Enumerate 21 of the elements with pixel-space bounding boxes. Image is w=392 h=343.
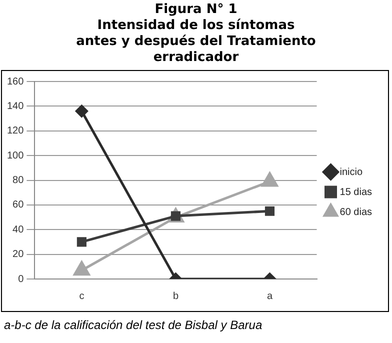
- y-tick-label: 20: [12, 249, 24, 260]
- y-tick-label: 100: [6, 150, 24, 162]
- y-tick-label: 160: [6, 76, 24, 88]
- y-tick-label: 80: [12, 175, 24, 186]
- x-tick-label: a: [266, 290, 273, 302]
- y-tick-label: 0: [18, 274, 24, 285]
- chart-title: Figura N° 1 Intensidad de los síntomas antes y después del Tratamiento erradicador: [75, 2, 317, 66]
- point: [75, 104, 88, 118]
- point: [262, 172, 278, 187]
- text: a-b-c de la calificación del test de Bisbal y Barua: [4, 318, 262, 332]
- point: [74, 261, 90, 276]
- legend-label: 15 dias: [340, 186, 372, 198]
- y-tick-label: 60: [12, 200, 24, 211]
- y-tick-label: 40: [12, 224, 24, 236]
- legend-label: inicio: [340, 166, 363, 178]
- x-tick-label: c: [79, 290, 84, 302]
- point: [264, 206, 275, 216]
- x-tick-label: b: [172, 290, 179, 302]
- y-tick-label: 120: [6, 126, 24, 137]
- y-tick-label: 140: [6, 100, 24, 112]
- legend-label: 60 dias: [340, 206, 372, 218]
